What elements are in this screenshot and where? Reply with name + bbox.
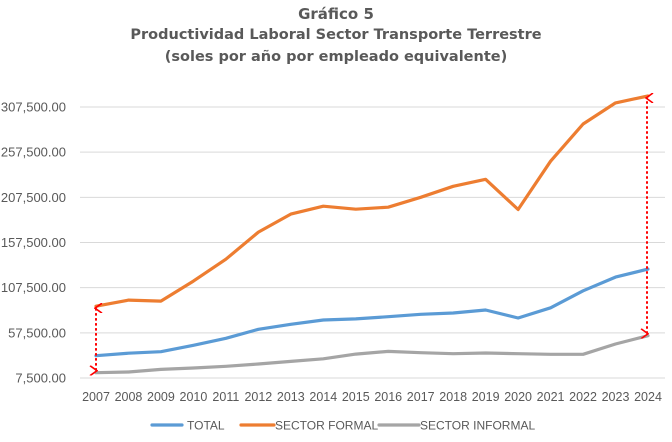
chart-subtitle-units: (soles por año por empleado equivalente) bbox=[164, 49, 508, 65]
series-sector-informal bbox=[94, 334, 650, 375]
chart-subtitle: Productividad Laboral Sector Transporte … bbox=[130, 27, 542, 43]
series-lines bbox=[94, 94, 650, 375]
y-tick-label: 157,500.00 bbox=[1, 235, 66, 250]
y-axis: 7,500.00 57,500.00 107,500.00 157,500.00 207… bbox=[1, 100, 66, 386]
x-tick-label: 2018 bbox=[439, 390, 467, 404]
legend-item: TOTAL bbox=[150, 419, 225, 433]
x-tick-label: 2014 bbox=[309, 390, 337, 404]
y-tick-label: 307,500.00 bbox=[1, 100, 66, 115]
x-tick-label: 2007 bbox=[82, 390, 110, 404]
chart-title: Gráfico 5 bbox=[298, 5, 374, 23]
x-tick-label: 2019 bbox=[472, 390, 500, 404]
x-tick-label: 2020 bbox=[504, 390, 532, 404]
series-total bbox=[94, 267, 650, 358]
series-line bbox=[94, 94, 650, 308]
legend-label: TOTAL bbox=[187, 419, 225, 433]
x-tick-label: 2022 bbox=[569, 390, 597, 404]
legend-label: SECTOR INFORMAL bbox=[420, 419, 535, 433]
x-tick-label: 2012 bbox=[244, 390, 272, 404]
x-tick-label: 2013 bbox=[277, 390, 305, 404]
gridlines bbox=[80, 106, 665, 379]
y-tick-label: 207,500.00 bbox=[1, 190, 66, 205]
x-tick-label: 2017 bbox=[407, 390, 435, 404]
annotations bbox=[96, 98, 647, 371]
x-tick-label: 2008 bbox=[115, 390, 143, 404]
x-tick-label: 2010 bbox=[180, 390, 208, 404]
legend: TOTAL SECTOR FORMAL SECTOR INFORMAL bbox=[150, 419, 535, 433]
y-tick-label: 7,500.00 bbox=[15, 371, 66, 386]
legend-item: SECTOR FORMAL bbox=[239, 419, 378, 433]
x-axis: 2007 2008 2009 2010 2011 2012 2013 2014 2015 2016… bbox=[82, 390, 662, 404]
series-sector-formal bbox=[94, 94, 650, 308]
y-tick-label: 107,500.00 bbox=[1, 280, 66, 295]
x-tick-label: 2009 bbox=[147, 390, 175, 404]
legend-item: SECTOR INFORMAL bbox=[377, 419, 535, 433]
x-tick-label: 2024 bbox=[634, 390, 662, 404]
x-tick-label: 2015 bbox=[342, 390, 370, 404]
legend-label: SECTOR FORMAL bbox=[275, 419, 378, 433]
series-line bbox=[94, 267, 650, 358]
y-tick-label: 257,500.00 bbox=[1, 145, 66, 160]
x-tick-label: 2023 bbox=[602, 390, 630, 404]
x-tick-label: 2021 bbox=[537, 390, 565, 404]
x-tick-label: 2016 bbox=[374, 390, 402, 404]
x-tick-label: 2011 bbox=[212, 390, 239, 404]
y-tick-label: 57,500.00 bbox=[8, 325, 66, 340]
series-line bbox=[94, 334, 650, 375]
